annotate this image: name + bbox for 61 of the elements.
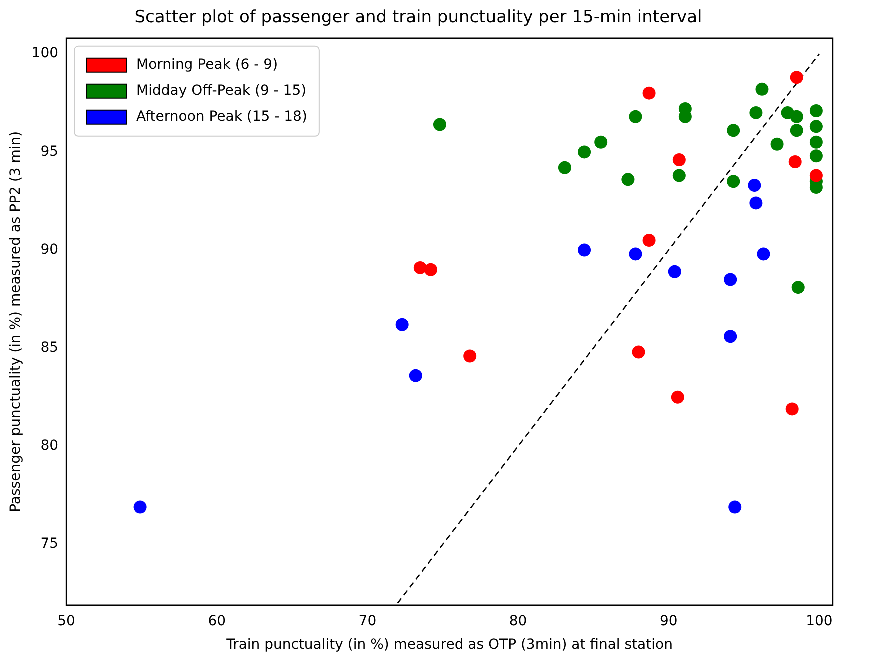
point [433, 118, 446, 132]
point [770, 138, 784, 151]
point [558, 161, 572, 174]
point [424, 263, 438, 276]
point [728, 500, 742, 514]
x-axis-title: Train punctuality (in %) measured as OTP (3min) at final station [226, 637, 673, 654]
point [642, 234, 656, 247]
x-tick-label: 80 [509, 613, 528, 630]
point [642, 86, 656, 100]
x-tick-label: 70 [358, 613, 377, 630]
y-tick-label: 80 [40, 438, 59, 454]
point [756, 82, 769, 96]
x-tick-label: 50 [58, 613, 76, 630]
legend-label: Morning Peak (6 - 9) [136, 57, 278, 74]
point [724, 273, 738, 286]
y-tick-label: 75 [40, 536, 59, 552]
point [810, 104, 823, 118]
y-tick-label: 90 [40, 242, 59, 258]
point [786, 402, 799, 416]
point [578, 146, 592, 159]
point [632, 346, 646, 359]
point [594, 136, 608, 149]
point [790, 124, 804, 138]
point [750, 106, 763, 120]
point [790, 71, 804, 84]
point [464, 350, 477, 363]
point [629, 110, 642, 124]
point [757, 248, 770, 261]
point [409, 369, 422, 382]
x-tick-label: 100 [806, 613, 833, 630]
point [672, 154, 686, 167]
point [629, 248, 642, 261]
point [810, 120, 823, 134]
legend-label: Midday Off-Peak (9 - 15) [136, 83, 307, 100]
point [810, 169, 823, 182]
point [748, 179, 762, 192]
point [622, 173, 635, 186]
point [134, 500, 147, 514]
y-tick-label: 100 [32, 46, 59, 62]
point [750, 196, 763, 210]
x-tick-label: 60 [208, 613, 226, 630]
point [792, 281, 805, 294]
point [668, 265, 682, 278]
x-tick-label: 90 [660, 613, 678, 630]
point [810, 136, 823, 149]
point [672, 169, 686, 182]
point [414, 261, 427, 274]
point [727, 124, 740, 138]
point [727, 175, 740, 188]
y-axis-title: Passenger punctuality (in %) measured as PP2 (3 min) [8, 131, 24, 512]
y-tick-label: 85 [40, 340, 59, 356]
y-tick-label: 95 [40, 144, 59, 160]
point [790, 110, 804, 124]
point [671, 390, 684, 404]
chart-title: Scatter plot of passenger and train punctuality per 15-min interval [134, 8, 702, 28]
point [788, 156, 802, 168]
point [724, 330, 738, 344]
point [810, 150, 823, 163]
point [396, 318, 409, 332]
point [578, 244, 592, 257]
legend-label: Afternoon Peak (15 - 18) [136, 109, 308, 126]
